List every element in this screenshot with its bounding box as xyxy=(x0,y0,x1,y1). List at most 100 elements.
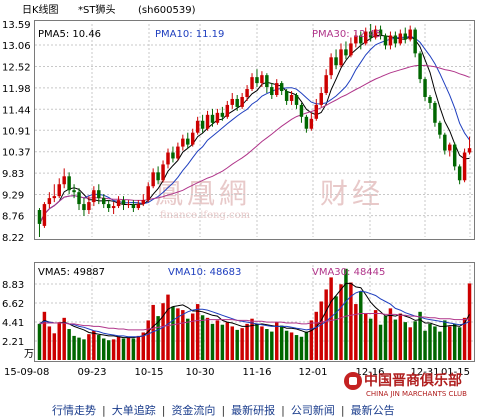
candle-body xyxy=(181,138,185,147)
volume-bar xyxy=(408,327,412,360)
volume-bar xyxy=(299,336,304,360)
candle-body xyxy=(151,172,155,187)
volume-bar xyxy=(443,320,447,360)
candle-body xyxy=(388,35,393,46)
volume-bar xyxy=(67,329,71,360)
volume-bar xyxy=(102,338,106,360)
volume-bar xyxy=(215,320,220,360)
candle-body xyxy=(255,77,259,84)
nav-separator: | xyxy=(281,403,285,417)
volume-bar xyxy=(457,327,462,360)
nav-link-4[interactable]: 公司新闻 xyxy=(290,404,335,417)
price-legend-ma5: PMA5: 10.46 xyxy=(38,29,101,40)
volume-bar xyxy=(309,320,314,360)
candle-body xyxy=(339,49,343,66)
volume-bar xyxy=(284,330,289,360)
candle-body xyxy=(443,134,447,151)
volume-bar xyxy=(190,313,195,360)
candle-body xyxy=(319,93,323,105)
candle-body xyxy=(126,204,131,206)
volume-bar xyxy=(37,323,42,360)
nav-link-3[interactable]: 最新研报 xyxy=(231,404,276,417)
candle-body xyxy=(166,152,170,165)
volume-bar xyxy=(52,333,57,360)
candle-body xyxy=(418,53,422,80)
candle-body xyxy=(235,98,239,107)
price-ma5-line xyxy=(39,35,470,225)
nav-link-0[interactable]: 行情走势 xyxy=(52,404,96,417)
price-ytick-label: 11.98 xyxy=(2,84,31,95)
nav-link-5[interactable]: 最新公告 xyxy=(350,404,395,417)
candle-body xyxy=(260,75,264,84)
volume-bar xyxy=(57,322,61,360)
nav-separator: | xyxy=(340,403,345,417)
x-tick-label: 09-23 xyxy=(77,367,106,378)
volume-bar xyxy=(195,304,200,360)
candle-body xyxy=(87,202,91,211)
price-grid xyxy=(35,24,474,237)
volume-bar xyxy=(72,335,76,360)
candle-body xyxy=(408,29,412,40)
x-tick-label: 01-15 xyxy=(441,367,470,378)
bottom-nav: 行情走势 | 大单追踪 | 资金流向 | 最新研报 | 公司新闻 | 最新公告 xyxy=(0,400,488,420)
nav-link-2[interactable]: 资金流向 xyxy=(171,404,216,417)
volume-bar xyxy=(349,282,353,360)
candle-body xyxy=(438,122,442,135)
volume-bar xyxy=(373,310,378,360)
candle-body xyxy=(205,114,210,129)
club-logo: 中国晋商俱乐部 CHINA JIN MARCHANTS CLUB xyxy=(340,370,488,402)
volume-bar xyxy=(225,322,230,360)
volume-bar xyxy=(97,335,101,360)
volume-bar xyxy=(230,326,234,360)
volume-ytick-label: 2.21 xyxy=(2,337,24,348)
x-tick-label: 12-31 xyxy=(410,367,439,378)
volume-ma10-line xyxy=(39,290,470,338)
candle-body xyxy=(37,210,42,224)
volume-bar xyxy=(121,338,126,360)
volume-bar xyxy=(334,296,338,360)
volume-ma30-line xyxy=(39,313,470,331)
candle-body xyxy=(240,96,244,107)
candle-body xyxy=(121,200,126,205)
candle-body xyxy=(131,204,136,209)
candle-body xyxy=(393,35,398,44)
candle-body xyxy=(225,104,230,117)
logo-mark-icon xyxy=(344,372,362,390)
stock-code: (sh600539) xyxy=(138,5,196,16)
stock-name: *ST狮头 xyxy=(78,3,115,16)
candle-body xyxy=(77,192,81,205)
volume-bar xyxy=(413,321,417,360)
volume-bar xyxy=(181,310,185,360)
volume-ytick-label: 6.62 xyxy=(2,299,24,310)
volume-bar xyxy=(418,311,422,360)
candle-body xyxy=(383,35,388,46)
volume-bar xyxy=(210,323,215,360)
volume-bar xyxy=(378,324,383,360)
volume-bars xyxy=(37,268,472,360)
watermark-url: finance.ifeng.com xyxy=(160,210,251,221)
candle-body xyxy=(270,87,274,95)
candle-body xyxy=(448,144,452,151)
volume-bar xyxy=(403,322,407,360)
x-tick-label: 10-30 xyxy=(185,367,214,378)
volume-bar xyxy=(304,331,309,360)
price-legend-ma10: PMA10: 11.19 xyxy=(155,29,224,40)
volume-bar xyxy=(220,324,225,360)
x-tick-label: 11-16 xyxy=(242,367,271,378)
volume-ytick-label: 4.41 xyxy=(2,318,24,329)
nav-link-1[interactable]: 大单追踪 xyxy=(111,404,156,417)
volume-panel-frame xyxy=(34,262,475,362)
candle-body xyxy=(284,91,289,101)
candle-body xyxy=(195,120,200,133)
candle-body xyxy=(304,116,309,129)
volume-bar xyxy=(393,319,398,360)
candle-body xyxy=(368,31,373,38)
volume-bar xyxy=(111,339,116,360)
volume-bar xyxy=(388,308,393,360)
volume-bar xyxy=(126,337,131,360)
volume-ytick-label: 8.83 xyxy=(2,280,24,291)
logo-en: CHINA JIN MARCHANTS CLUB xyxy=(366,390,467,398)
candle-body xyxy=(156,172,160,181)
volume-bar xyxy=(200,315,205,360)
volume-bar xyxy=(156,316,160,360)
